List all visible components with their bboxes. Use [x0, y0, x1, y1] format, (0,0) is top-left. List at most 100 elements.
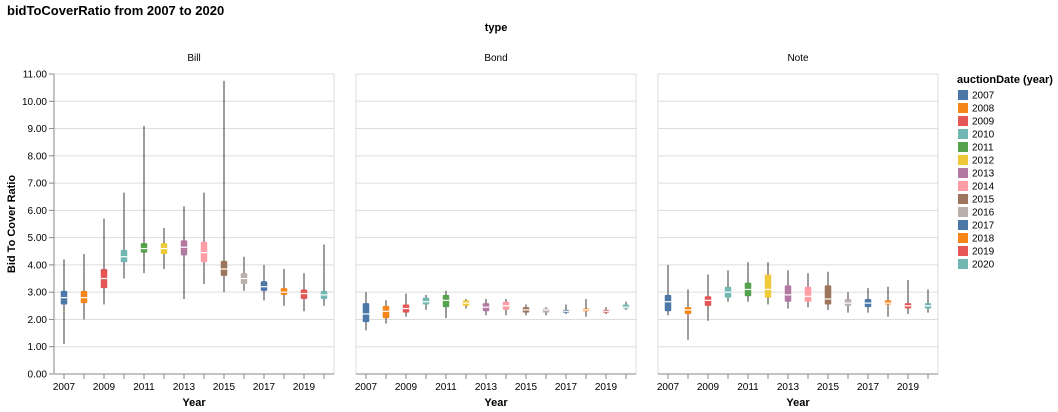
legend-label-2016: 2016: [972, 208, 995, 219]
x-tick-label: 2009: [697, 382, 720, 393]
legend-label-2015: 2015: [972, 195, 995, 206]
box-bill-2011: [140, 243, 148, 253]
x-tick-label: 2019: [293, 382, 316, 393]
x-tick-label: 2009: [93, 382, 116, 393]
chart-title: bidToCoverRatio from 2007 to 2020: [7, 3, 224, 18]
facet-label-bill: Bill: [187, 53, 200, 64]
y-tick-label: 4.00: [28, 260, 48, 271]
x-axis-title: Year: [484, 397, 508, 409]
x-tick-label: 2011: [435, 382, 457, 393]
y-tick-label: 3.00: [28, 288, 48, 299]
x-tick-label: 2011: [133, 382, 155, 393]
y-tick-label: 9.00: [28, 124, 48, 135]
x-tick-label: 2017: [555, 382, 578, 393]
facet-panel-bond: Bond 2007 2009 2011 2013 2015 2017 2019 Year: [355, 53, 637, 409]
legend-swatch-2010: [958, 129, 968, 139]
x-tick-label: 2017: [857, 382, 880, 393]
facet-label-bond: Bond: [484, 53, 507, 64]
y-tick-label: 11.00: [23, 70, 48, 81]
box-bond-2007: [362, 303, 370, 323]
box-note-2012: [764, 274, 772, 298]
legend-swatch-2019: [958, 246, 968, 256]
panel-frame: [355, 73, 637, 375]
box-bill-2015: [220, 260, 228, 276]
x-tick-label: 2009: [395, 382, 418, 393]
x-axis-title: Year: [182, 397, 206, 409]
y-tick-label: 0.00: [28, 370, 48, 381]
box-note-2007: [664, 294, 672, 312]
x-tick-label: 2019: [897, 382, 920, 393]
facet-label-note: Note: [787, 53, 809, 64]
box-bond-2016: [542, 308, 550, 313]
box-bond-2008: [382, 305, 390, 319]
y-tick-label: 8.00: [28, 151, 48, 162]
legend: auctionDate (year) 2007 2008 2009 2010 2011 2…: [957, 74, 1053, 271]
box-note-2008: [684, 307, 692, 314]
box-note-2016: [844, 299, 852, 306]
x-tick-label: 2015: [817, 382, 840, 393]
box-note-2009: [704, 296, 712, 306]
legend-swatch-2014: [958, 181, 968, 191]
legend-label-2010: 2010: [972, 130, 995, 141]
legend-swatch-2012: [958, 155, 968, 165]
x-tick-label: 2015: [515, 382, 538, 393]
x-tick-label: 2013: [173, 382, 196, 393]
x-tick-label: 2017: [253, 382, 276, 393]
box-bond-2010: [422, 297, 430, 305]
y-tick-label: 7.00: [28, 179, 48, 190]
legend-label-2009: 2009: [972, 117, 995, 128]
legend-swatch-2009: [958, 116, 968, 126]
box-bill-2013: [180, 240, 188, 256]
panel-frame: [53, 73, 335, 375]
box-note-2018: [884, 300, 892, 305]
y-tick-label: 5.00: [28, 233, 48, 244]
legend-swatch-2015: [958, 194, 968, 204]
box-bill-2017: [260, 281, 268, 291]
legend-label-2019: 2019: [972, 247, 995, 258]
y-tick-label: 1.00: [28, 342, 48, 353]
box-note-2015: [824, 285, 832, 305]
x-tick-label: 2013: [475, 382, 498, 393]
box-bond-2020: [622, 304, 630, 309]
legend-label-2011: 2011: [972, 143, 994, 154]
legend-label-2007: 2007: [972, 91, 995, 102]
y-tick-label: 6.00: [28, 206, 48, 217]
box-note-2014: [804, 286, 812, 302]
y-tick-label: 2.00: [28, 315, 48, 326]
y-axis-title: Bid To Cover Ratio: [6, 175, 18, 273]
legend-label-2018: 2018: [972, 234, 995, 245]
legend-label-2012: 2012: [972, 156, 995, 167]
facet-panels: Bill 0.00 1.00 2.00 3.00 4.00 5.00 6.00 7.00 8.00…: [22, 53, 939, 409]
legend-swatch-2008: [958, 103, 968, 113]
x-tick-label: 2007: [355, 382, 378, 393]
box-note-2013: [784, 285, 792, 302]
legend-swatch-2017: [958, 220, 968, 230]
legend-title: auctionDate (year): [957, 74, 1053, 86]
x-tick-label: 2019: [595, 382, 618, 393]
box-bill-2008: [80, 290, 88, 304]
legend-label-2020: 2020: [972, 260, 995, 271]
box-bill-2014: [200, 241, 208, 263]
legend-swatch-2007: [958, 90, 968, 100]
x-axis-title: Year: [786, 397, 810, 409]
y-tick-label: 10.00: [22, 97, 47, 108]
legend-label-2008: 2008: [972, 104, 995, 115]
box-bill-2018: [280, 288, 288, 295]
box-bond-2011: [442, 294, 450, 308]
box-bill-2019: [300, 289, 308, 299]
x-tick-label: 2007: [53, 382, 76, 393]
x-tick-label: 2007: [657, 382, 680, 393]
legend-swatch-2011: [958, 142, 968, 152]
x-tick-label: 2015: [213, 382, 236, 393]
facet-header: type: [485, 22, 508, 34]
legend-swatch-2018: [958, 233, 968, 243]
panel-frame: [657, 73, 939, 375]
legend-label-2013: 2013: [972, 169, 995, 180]
legend-swatch-2020: [958, 259, 968, 269]
facet-panel-note: Note 2007 2009 2011 2013 2015 2017 2019 Year: [657, 53, 939, 409]
x-tick-label: 2011: [737, 382, 759, 393]
x-tick-label: 2013: [777, 382, 800, 393]
legend-swatch-2013: [958, 168, 968, 178]
